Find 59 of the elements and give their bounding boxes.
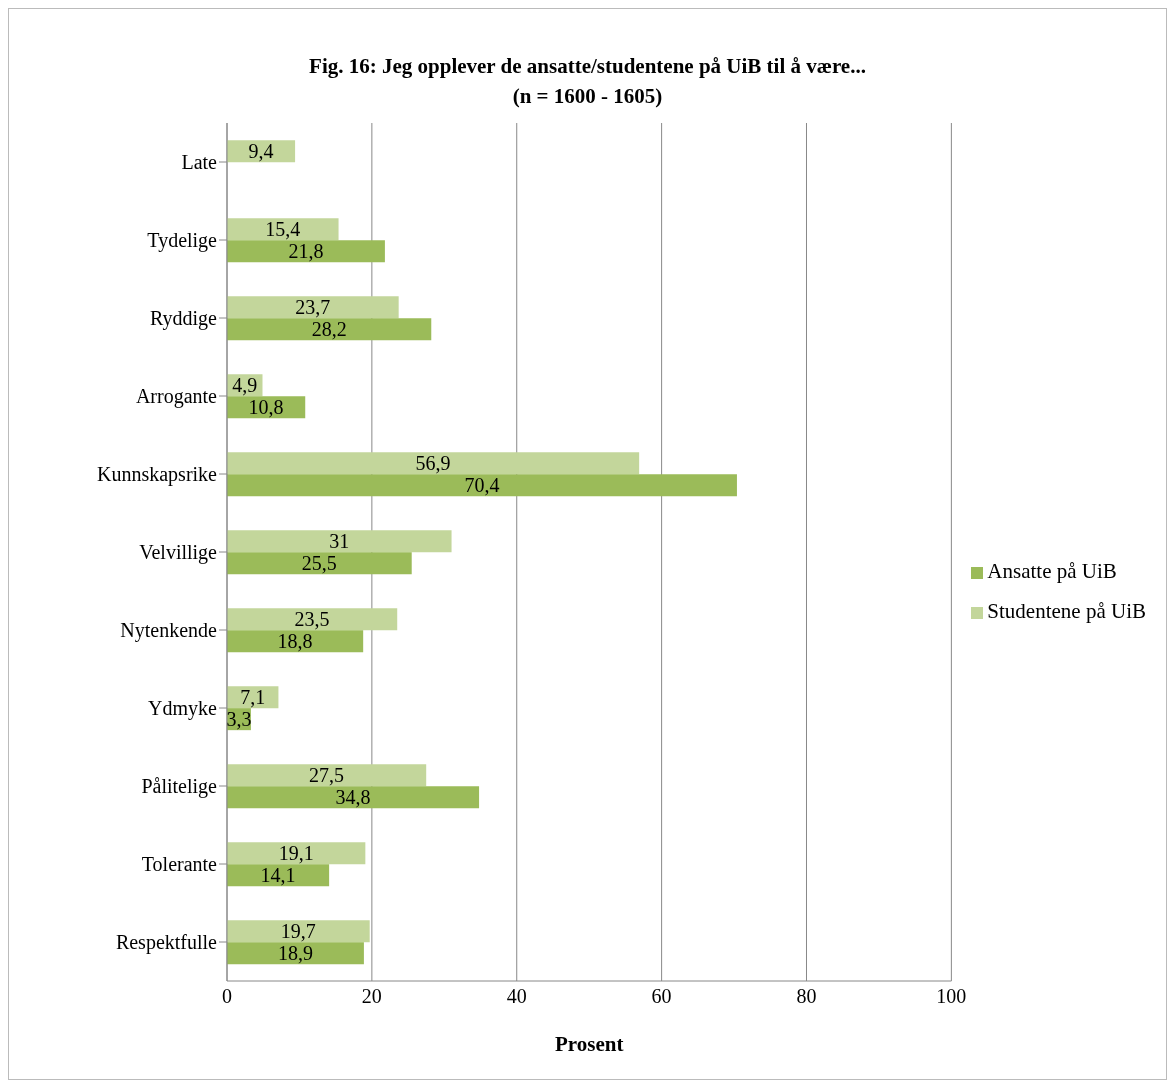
- data-label: 3,3: [226, 708, 252, 731]
- y-tick-label: Nytenkende: [120, 619, 218, 643]
- bar: [227, 552, 412, 575]
- bar: [227, 764, 427, 787]
- x-axis-title: Prosent: [554, 1032, 624, 1056]
- x-tick-label: 0: [222, 985, 232, 1008]
- y-tick-label: Ydmyke: [148, 697, 218, 721]
- data-label: 14,1: [260, 864, 296, 887]
- x-tick-label: 60: [651, 985, 672, 1008]
- bar: [227, 786, 480, 809]
- bar: [227, 920, 370, 943]
- data-label: 7,1: [240, 686, 266, 709]
- data-label: 19,7: [280, 920, 316, 943]
- y-tick-label: Tydelige: [147, 229, 218, 253]
- data-label: 23,5: [294, 608, 330, 631]
- data-label: 56,9: [415, 452, 451, 475]
- bar: [227, 608, 398, 631]
- legend-label: Ansatte på UiB: [987, 559, 1117, 583]
- data-label: 34,8: [335, 786, 371, 809]
- y-tick-label: Late: [181, 151, 218, 174]
- x-tick-label: 20: [361, 985, 382, 1008]
- y-tick-label: Tolerante: [141, 853, 218, 876]
- data-label: 4,9: [232, 374, 258, 397]
- y-tick-label: Velvillige: [139, 541, 218, 565]
- bar: [227, 240, 385, 263]
- bar: [227, 864, 330, 887]
- data-label: 9,4: [248, 140, 274, 163]
- y-tick-label: Respektfulle: [115, 931, 218, 955]
- data-label: 25,5: [301, 552, 337, 575]
- x-tick-label: 80: [796, 985, 817, 1008]
- bar: [227, 452, 640, 475]
- data-label: 18,8: [277, 630, 313, 653]
- x-tick-label: 100: [936, 985, 967, 1008]
- data-label: 23,7: [295, 296, 331, 319]
- data-label: 31: [329, 530, 350, 553]
- chart-subtitle: (n = 1600 - 1605): [511, 83, 664, 110]
- bar: [227, 842, 366, 865]
- data-label: 70,4: [464, 474, 500, 497]
- legend-label: Studentene på UiB: [987, 599, 1146, 623]
- y-tick-label: Pålitelige: [141, 775, 218, 799]
- chart-title: Fig. 16: Jeg opplever de ansatte/studentene på UiB til å være...: [308, 53, 867, 80]
- x-tick-label: 40: [506, 985, 527, 1008]
- data-label: 19,1: [278, 842, 314, 865]
- data-label: 21,8: [288, 240, 324, 263]
- data-label: 10,8: [248, 396, 284, 419]
- y-tick-label: Kunnskapsrike: [97, 463, 218, 487]
- bar: [227, 474, 737, 497]
- data-label: 15,4: [265, 218, 301, 241]
- data-label: 28,2: [311, 318, 347, 341]
- y-tick-label: Ryddige: [150, 307, 218, 331]
- bar: [227, 318, 432, 341]
- bar: [227, 296, 399, 319]
- data-label: 27,5: [309, 764, 345, 787]
- bar: [227, 630, 364, 653]
- bar: [227, 218, 339, 241]
- y-tick-label: Arrogante: [135, 385, 218, 409]
- data-label: 18,9: [277, 942, 313, 965]
- bar: [227, 530, 452, 553]
- bar: [227, 942, 364, 965]
